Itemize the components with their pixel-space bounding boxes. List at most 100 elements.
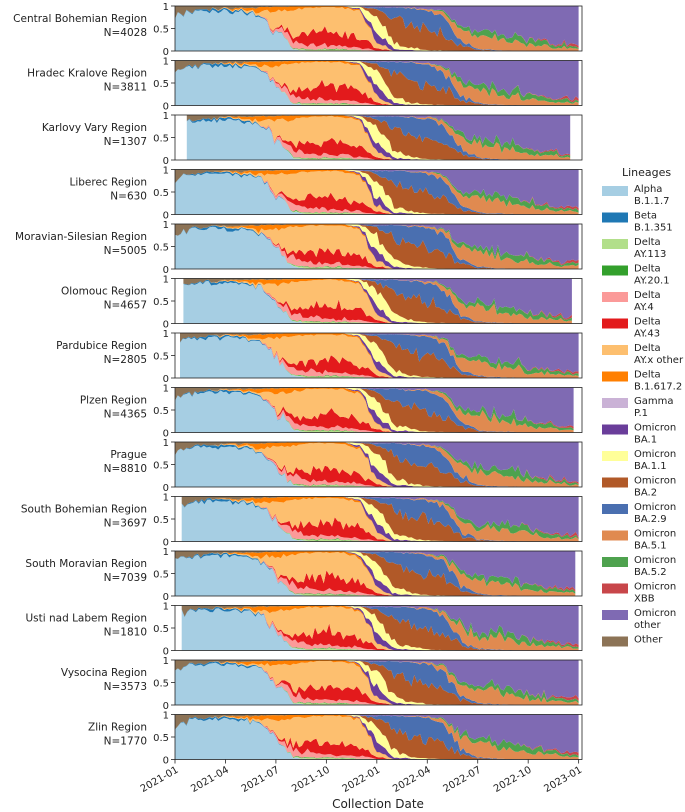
- panel: 1 0.5 0 Plzen Region N=4365: [80, 384, 583, 440]
- y-tick-label: 0: [163, 47, 169, 58]
- panel: 1 0.5 0 Olomouc Region N=4657: [61, 275, 583, 331]
- area-series: [175, 660, 579, 705]
- legend-label: Omicron: [634, 529, 676, 540]
- area-series: [181, 496, 579, 542]
- area-series: [175, 715, 579, 760]
- area-series: [175, 61, 579, 106]
- legend-label: Omicron: [634, 608, 676, 619]
- panel-region-label: Liberec Region: [70, 177, 148, 189]
- panel-region-label: Olomouc Region: [61, 286, 147, 298]
- area-series: [175, 169, 579, 213]
- y-tick-label: 0: [163, 701, 169, 712]
- area-series: [183, 278, 572, 324]
- area-series: [183, 278, 572, 319]
- area-series: [181, 605, 579, 617]
- legend-swatch: [602, 398, 628, 408]
- area-series: [175, 551, 576, 594]
- area-series: [175, 442, 579, 487]
- area-series: [186, 115, 571, 158]
- y-tick-label: 1: [163, 275, 169, 286]
- legend-label: Beta: [634, 211, 657, 222]
- panel-region-label: Hradec Kralove Region: [27, 68, 147, 80]
- y-tick-label: 1: [163, 111, 169, 122]
- area-series: [180, 333, 579, 377]
- x-tick-label: 2021-04: [189, 765, 231, 795]
- panel-n-label: N=4657: [104, 300, 147, 312]
- y-tick-label: 1: [163, 493, 169, 504]
- area-series: [181, 496, 579, 542]
- panel-n-label: N=8810: [104, 463, 147, 475]
- legend-swatch: [602, 583, 628, 594]
- panel-n-label: N=4028: [104, 27, 147, 39]
- area-series: [175, 60, 579, 101]
- area-series: [186, 115, 571, 156]
- area-series: [175, 551, 576, 559]
- area-series: [183, 278, 572, 324]
- area-series: [175, 442, 579, 456]
- area-series: [181, 496, 579, 538]
- panel-region-label: Usti nad Labem Region: [25, 613, 147, 625]
- area-series: [175, 224, 579, 269]
- panel-n-label: N=7039: [104, 572, 147, 584]
- legend-swatch: [602, 477, 628, 488]
- x-tick-label: 2021-01: [139, 765, 181, 795]
- y-tick-label: 0: [163, 756, 169, 767]
- area-series: [175, 714, 579, 760]
- area-series: [181, 605, 579, 651]
- legend-swatch: [602, 186, 628, 196]
- area-series: [183, 278, 572, 285]
- area-series: [183, 278, 572, 324]
- legend-swatch: [602, 557, 628, 567]
- area-series: [175, 660, 579, 700]
- area-series: [175, 714, 579, 760]
- panel: 1 0.5 0 Vysocina Region N=3573: [61, 656, 583, 712]
- panel: 1 0.5 0 South Moravian Region N=7039: [25, 547, 583, 603]
- legend-swatch: [602, 239, 628, 249]
- legend-sublabel: AY.4: [634, 302, 654, 313]
- area-series: [175, 660, 579, 705]
- area-series: [175, 714, 579, 760]
- y-tick-label: 0: [163, 265, 169, 276]
- legend-sublabel: BA.5.1: [634, 541, 667, 552]
- area-series: [175, 224, 579, 265]
- panel-n-label: N=3573: [104, 681, 147, 693]
- area-series: [175, 224, 579, 269]
- area-series: [175, 552, 576, 596]
- area-series: [175, 714, 579, 760]
- area-series: [186, 115, 571, 160]
- legend-label: Omicron: [634, 449, 676, 460]
- area-series: [181, 496, 579, 540]
- legend-swatch: [602, 610, 628, 620]
- area-series: [175, 387, 574, 431]
- panel-region-label: Moravian-Silesian Region: [15, 231, 147, 243]
- legend-label: Omicron: [634, 582, 676, 593]
- y-tick-label: 0: [163, 102, 169, 113]
- y-tick-label: 0: [163, 538, 169, 549]
- area-series: [186, 115, 571, 160]
- y-tick-label: 0: [163, 320, 169, 331]
- panel-n-label: N=3811: [104, 82, 147, 94]
- legend-sublabel: AY.113: [634, 249, 666, 260]
- x-tick-label: 2022-10: [492, 765, 534, 795]
- area-series: [180, 334, 579, 378]
- area-series: [175, 387, 574, 401]
- y-tick-label: 0.5: [153, 624, 169, 635]
- panel: 1 0.5 0 Liberec Region N=630: [70, 166, 583, 222]
- area-series: [175, 169, 579, 215]
- legend-sublabel: AY.20.1: [634, 276, 670, 287]
- area-series: [175, 6, 579, 51]
- area-series: [175, 442, 579, 487]
- area-series: [175, 224, 579, 268]
- panel-n-label: N=1307: [104, 136, 147, 148]
- legend-sublabel: AY.43: [634, 329, 660, 340]
- y-tick-label: 0.5: [153, 406, 169, 417]
- area-series: [175, 442, 579, 487]
- area-series: [181, 496, 579, 507]
- area-series: [183, 280, 572, 324]
